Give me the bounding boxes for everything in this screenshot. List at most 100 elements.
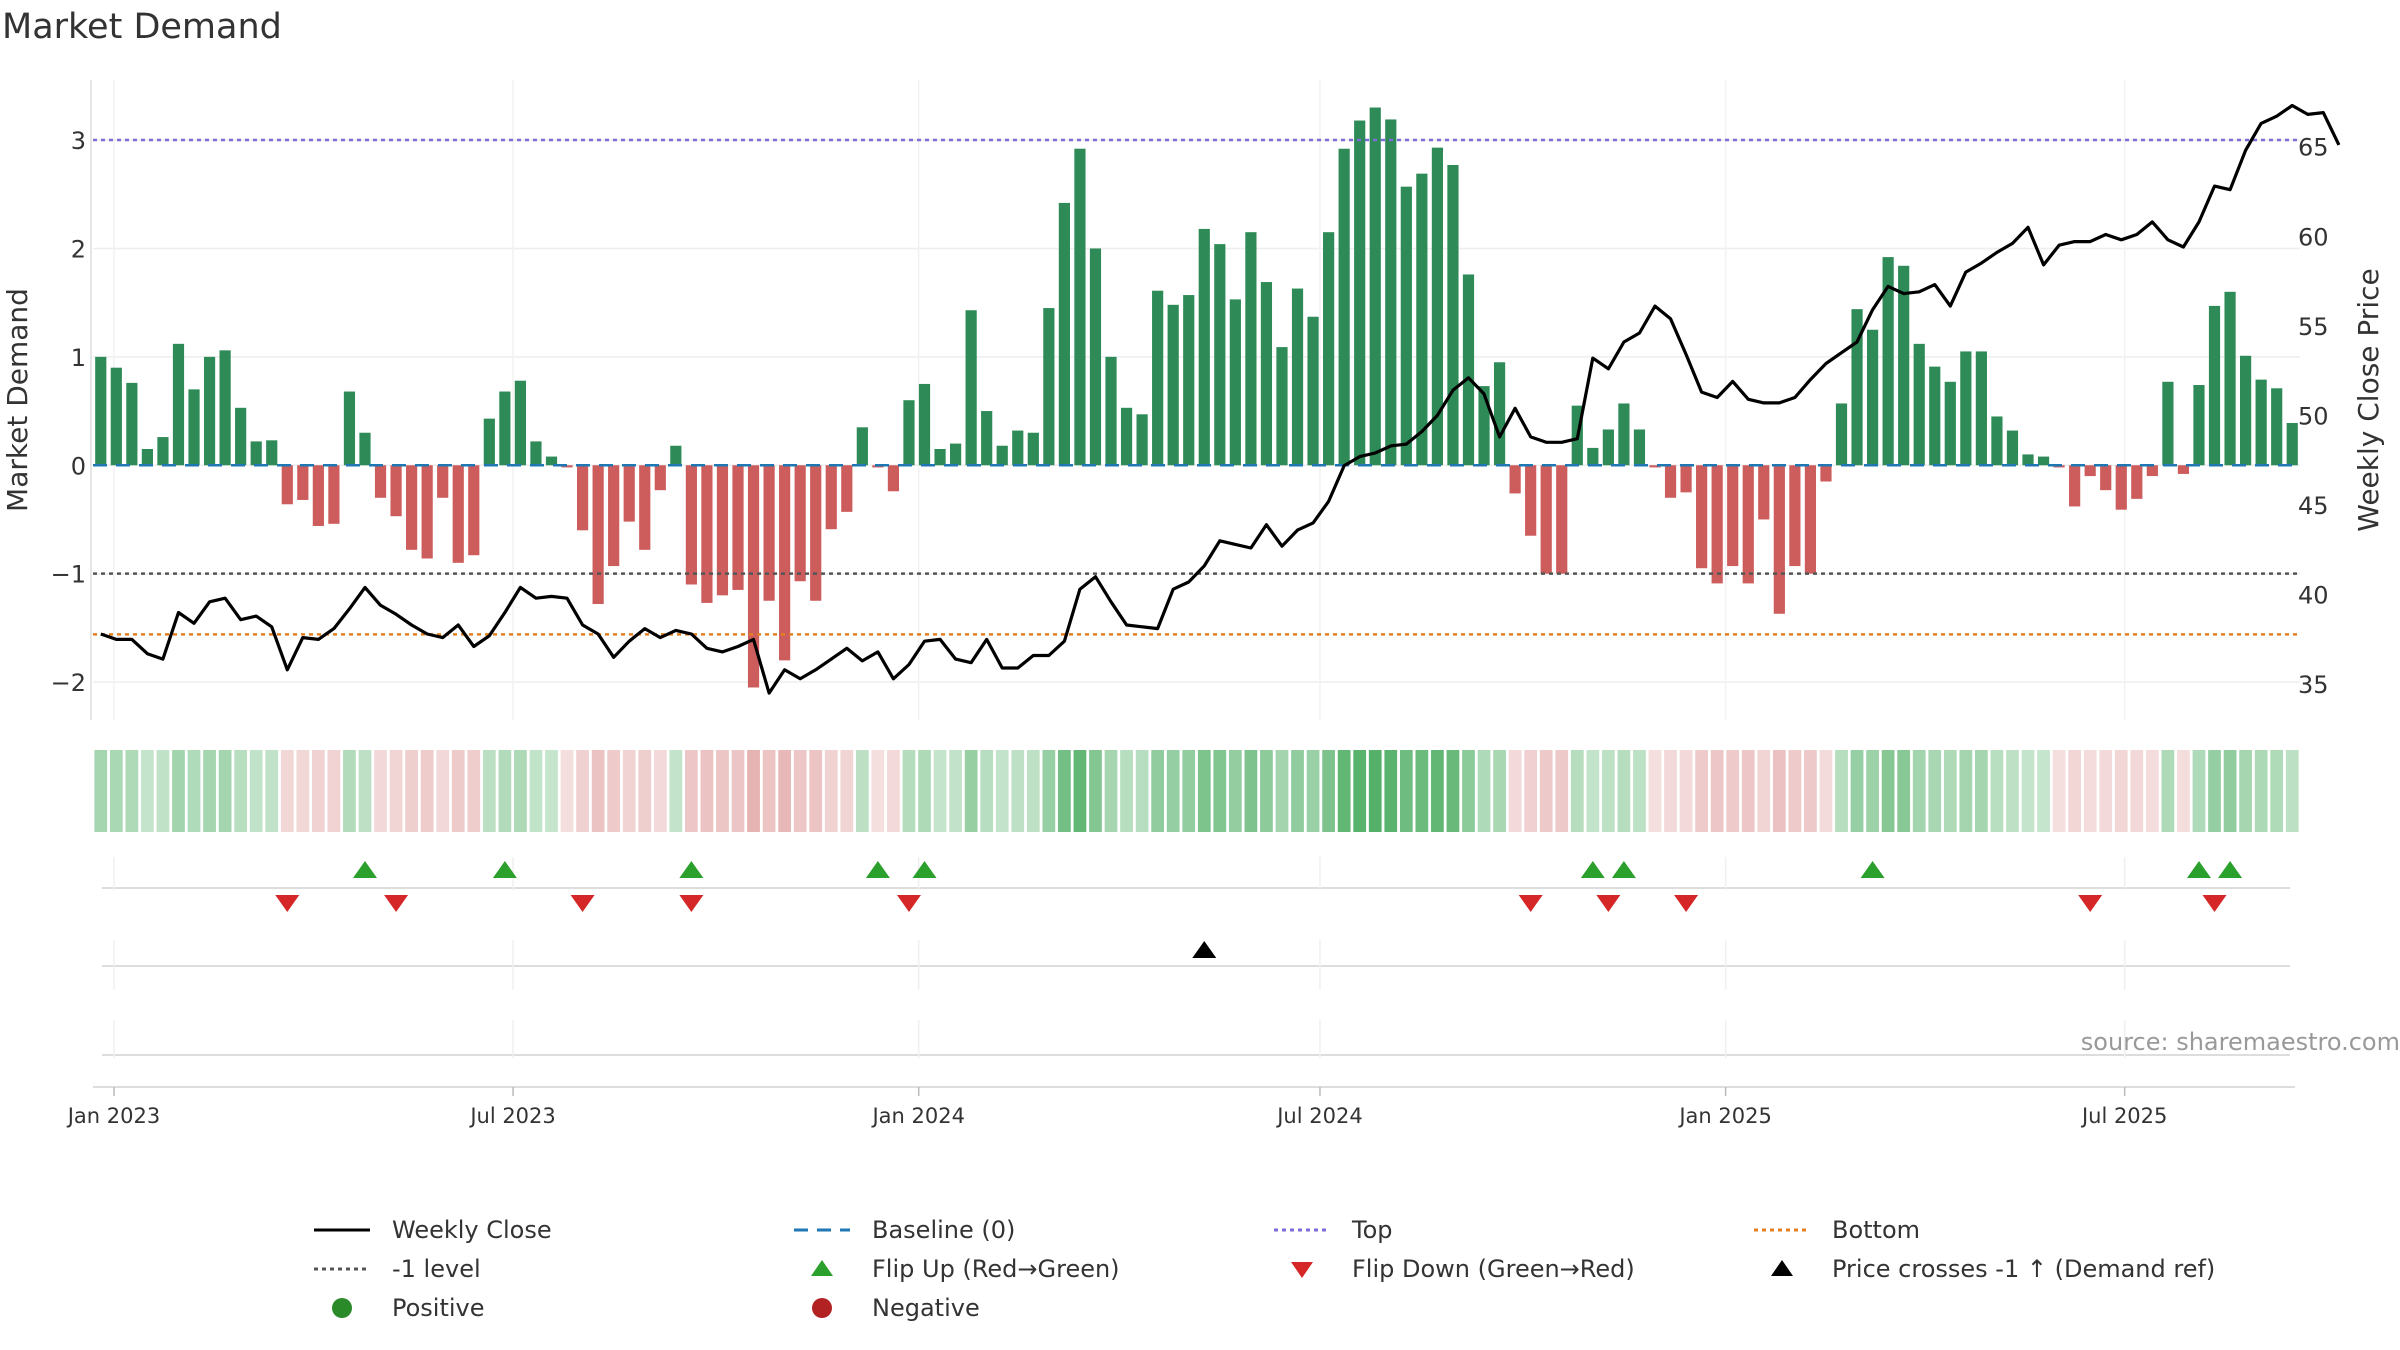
demand-bar <box>918 383 931 466</box>
demand-bar <box>1245 232 1257 466</box>
heat-cell <box>1089 750 1102 832</box>
demand-bar <box>1120 407 1133 466</box>
heat-cell <box>840 750 854 832</box>
demand-bar <box>1929 366 1941 466</box>
heat-cell <box>2083 750 2097 832</box>
heat-cell <box>203 750 216 832</box>
heat-cell <box>622 750 636 832</box>
demand-bar <box>576 465 589 531</box>
y2-tick-label: 35 <box>2298 671 2329 699</box>
heat-cell <box>1260 750 1273 832</box>
heat-cell <box>514 750 527 832</box>
legend-label: -1 level <box>392 1255 481 1283</box>
legend-item-baseline: Baseline (0) <box>792 1215 1015 1245</box>
heat-cell <box>1104 750 1118 832</box>
demand-bar <box>343 391 356 466</box>
heat-cell <box>1990 750 2004 832</box>
legend-label: Baseline (0) <box>872 1216 1016 1244</box>
y2-tick-labels: 35 40 45 50 55 60 65 <box>2298 134 2329 700</box>
flip-down-marker <box>275 895 300 912</box>
heat-cell <box>855 750 869 832</box>
demand-bar <box>1400 186 1412 466</box>
demand-bar <box>1556 465 1568 574</box>
demand-bar <box>841 465 853 512</box>
flip-up-marker <box>1860 861 1885 878</box>
legend-label: Weekly Close <box>392 1216 552 1244</box>
heat-cell <box>685 750 698 832</box>
triangle-up-icon <box>1771 1260 1793 1276</box>
heat-cell <box>887 750 900 832</box>
heat-cell <box>1819 750 1833 832</box>
demand-bar <box>1291 288 1304 466</box>
demand-bar <box>716 465 729 596</box>
heat-cell <box>2285 750 2299 832</box>
demand-bar <box>421 465 433 559</box>
demand-bar <box>1742 465 1754 584</box>
demand-bar <box>701 465 713 603</box>
y-tick-labels: 3 2 1 0 −1 −2 <box>51 127 86 697</box>
heat-cell <box>1570 750 1584 832</box>
dot-icon <box>332 1298 352 1318</box>
heat-cell <box>109 750 123 832</box>
heat-cell <box>1726 750 1740 832</box>
heat-cell <box>374 750 387 832</box>
heat-cell <box>1244 750 1258 832</box>
demand-bar <box>390 465 402 517</box>
heat-cell <box>1943 750 1957 832</box>
demand-bar <box>281 465 293 505</box>
heat-cell <box>1617 750 1631 832</box>
demand-bar <box>1804 465 1817 574</box>
demand-bar <box>1074 148 1086 466</box>
demand-bar <box>1152 290 1164 466</box>
demand-bar <box>1820 465 1832 482</box>
demand-bar <box>1027 432 1039 466</box>
demand-bar <box>1214 244 1226 466</box>
demand-bar <box>2286 422 2298 466</box>
demand-bar <box>1276 347 1288 466</box>
demand-bar <box>1105 356 1117 466</box>
demand-bar <box>623 465 635 522</box>
heat-cell <box>793 750 807 832</box>
x-tick-label: Jan 2025 <box>1677 1104 1772 1128</box>
x-tick-label: Jul 2024 <box>1275 1104 1362 1128</box>
demand-bar <box>468 465 480 556</box>
demand-bars <box>95 107 2298 688</box>
demand-bar <box>2069 465 2081 507</box>
heat-cell <box>669 750 683 832</box>
x-axis: Jan 2023 Jul 2023 Jan 2024 Jul 2024 Jan 2025… <box>66 1086 2295 1128</box>
heat-cell <box>1462 750 1475 832</box>
heat-cell <box>234 750 248 832</box>
heat-cell <box>1151 750 1165 832</box>
heat-cell <box>2068 750 2082 832</box>
heat-cell <box>358 750 372 832</box>
demand-bar <box>670 445 682 466</box>
demand-bar <box>514 380 527 466</box>
demand-bar <box>452 465 464 563</box>
heat-cell <box>1353 750 1367 832</box>
source-note: source: sharemaestro.com <box>2081 1028 2400 1056</box>
y2-tick-label: 40 <box>2298 582 2329 610</box>
heat-cell <box>1524 750 1538 832</box>
demand-bar <box>1664 465 1677 498</box>
demand-bar <box>639 465 651 550</box>
flip-up-marker <box>679 861 704 878</box>
heat-cell <box>824 750 838 832</box>
cross-up-marker <box>1192 941 1217 958</box>
heat-cell <box>949 750 962 832</box>
demand-bar <box>1866 329 1879 466</box>
demand-bar <box>934 448 946 466</box>
demand-bar <box>1944 381 1956 466</box>
demand-bar <box>219 350 231 466</box>
heat-cell <box>1415 750 1429 832</box>
heat-cell <box>311 750 325 832</box>
flip-up-marker <box>912 861 937 878</box>
demand-bar <box>297 465 309 500</box>
flip-up-marker <box>2218 861 2243 878</box>
demand-bar <box>2162 381 2174 466</box>
demand-bar <box>312 465 324 526</box>
demand-bar <box>1447 164 1459 466</box>
flip-down-marker <box>2202 895 2227 912</box>
heat-cell <box>1337 750 1351 832</box>
triangle-down-icon <box>1291 1262 1313 1278</box>
heat-cell <box>762 750 776 832</box>
